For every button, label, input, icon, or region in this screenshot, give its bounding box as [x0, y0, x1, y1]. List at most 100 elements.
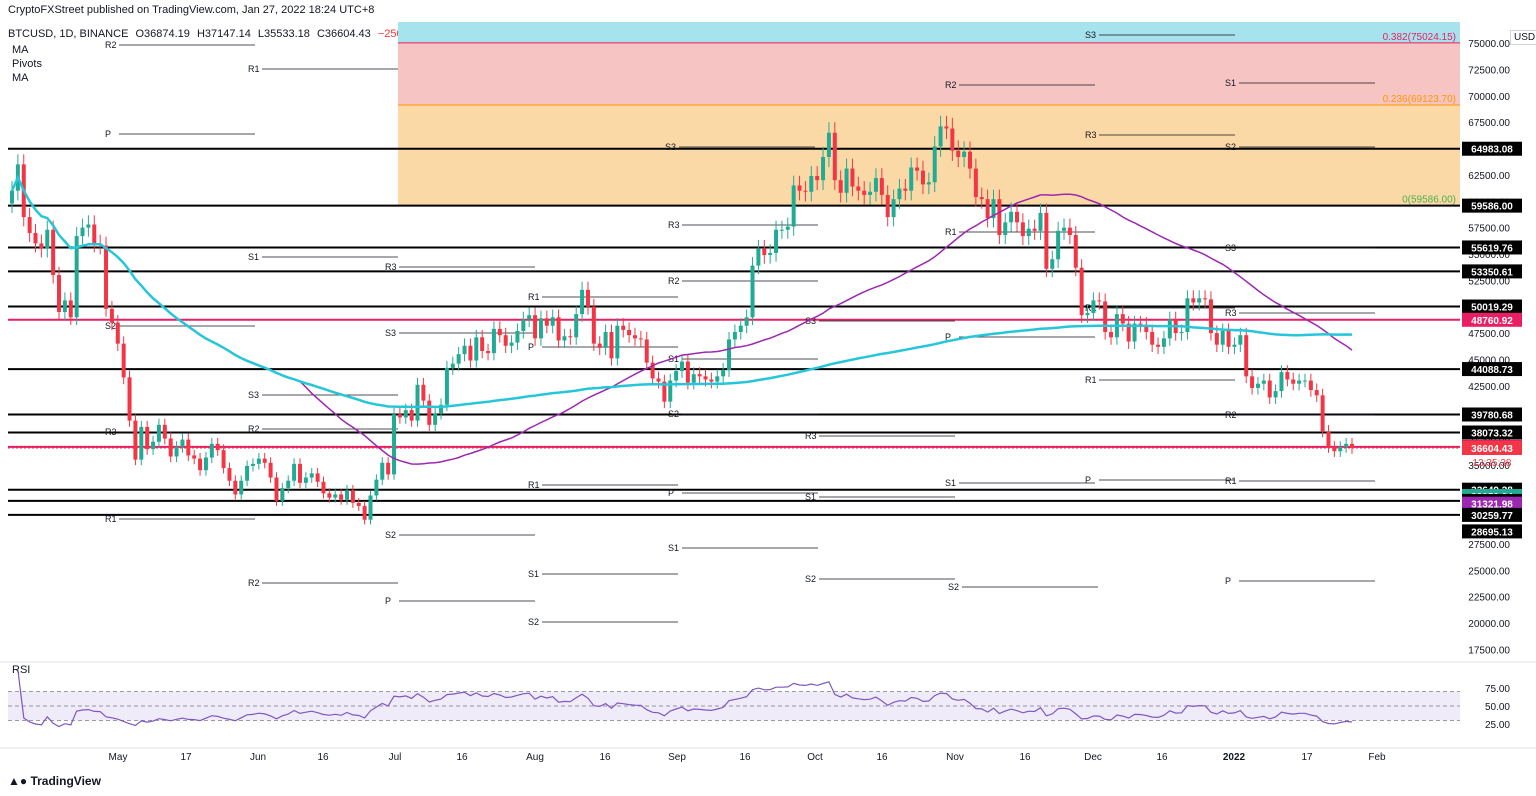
- candle-body: [868, 191, 873, 195]
- candle-body: [1332, 446, 1337, 452]
- pivot-label: P: [528, 342, 534, 352]
- candle-body: [303, 477, 308, 483]
- candle-body: [491, 328, 496, 354]
- candle-body: [762, 248, 767, 256]
- candle-body: [991, 199, 996, 219]
- candle-body: [768, 252, 773, 256]
- y-tick-label: 45000.00: [1468, 355, 1510, 366]
- pivot-label: S2: [805, 574, 816, 584]
- pivot-label: R1: [1085, 375, 1097, 385]
- candle-body: [1161, 338, 1166, 347]
- legend-pivots[interactable]: Pivots: [12, 58, 42, 70]
- x-tick-label: 17: [1301, 752, 1313, 763]
- candle-body: [444, 367, 449, 405]
- candle-body: [727, 339, 732, 370]
- candle-body: [697, 374, 702, 377]
- candle-body: [938, 126, 943, 147]
- candle-body: [427, 400, 432, 425]
- candle-body: [832, 132, 837, 181]
- candle-body: [1191, 298, 1196, 303]
- candle-body: [1238, 335, 1243, 345]
- currency-button[interactable]: USD: [1510, 30, 1536, 45]
- price-label-box: [1462, 240, 1522, 255]
- candle-body: [1032, 228, 1037, 231]
- low-value: L35533.18: [257, 28, 310, 40]
- candle-body: [421, 384, 426, 401]
- legend-ma-2[interactable]: MA: [12, 72, 29, 84]
- pivot-label: S1: [668, 354, 679, 364]
- pivot-label: R2: [248, 578, 260, 588]
- candle-body: [997, 199, 1002, 236]
- candle-body: [1232, 344, 1237, 347]
- pivot-label: R1: [945, 227, 957, 237]
- candle-body: [1267, 380, 1272, 398]
- y-tick-label: 55000.00: [1468, 250, 1510, 261]
- price-label-text: 38073.32: [1471, 428, 1513, 439]
- x-tick-label: 16: [456, 752, 468, 763]
- candle-body: [538, 318, 543, 339]
- candle-body: [932, 146, 937, 183]
- price-label-text: 64983.08: [1471, 145, 1513, 156]
- fib-zone-mid: [398, 42, 1460, 106]
- price-label-box: [1462, 198, 1522, 213]
- symbol-name[interactable]: BTCUSD, 1D, BINANCE: [8, 28, 129, 40]
- y-tick-label: 22500.00: [1468, 593, 1510, 604]
- x-tick-label: 16: [739, 752, 751, 763]
- candle-body: [1344, 443, 1349, 447]
- tradingview-logo[interactable]: ▲● TradingView: [8, 774, 101, 788]
- pivot-label: R1: [528, 292, 540, 302]
- candle-body: [1326, 431, 1331, 447]
- candle-body: [521, 319, 526, 331]
- candle-body: [1291, 379, 1296, 384]
- candle-body: [1120, 314, 1125, 324]
- legend-ma-1[interactable]: MA: [12, 44, 29, 56]
- candle-body: [1320, 395, 1325, 432]
- x-tick-label: Jul: [389, 752, 402, 763]
- candle-body: [256, 458, 261, 464]
- candle-body: [280, 488, 285, 501]
- candle-body: [556, 317, 561, 341]
- candle-body: [403, 410, 408, 418]
- x-tick-label: Nov: [946, 752, 964, 763]
- pivot-label: R2: [1225, 410, 1237, 420]
- price-label-text: 36604.43: [1471, 444, 1513, 455]
- rsi-tick-label: 50.00: [1485, 702, 1510, 713]
- candle-body: [920, 170, 925, 185]
- pivot-label: S1: [668, 543, 679, 553]
- candle-body: [115, 322, 120, 344]
- candle-body: [309, 473, 314, 478]
- candle-body: [368, 495, 373, 520]
- pivot-label: R1: [1225, 476, 1237, 486]
- candle-body: [27, 217, 32, 233]
- candle-body: [591, 306, 596, 344]
- pivot-label: R1: [528, 480, 540, 490]
- candle-body: [297, 463, 302, 483]
- candle-body: [533, 315, 538, 339]
- candle-body: [1085, 313, 1090, 316]
- candle-body: [1314, 390, 1319, 396]
- price-label-text: 28695.13: [1471, 527, 1513, 538]
- candle-body: [1273, 391, 1278, 398]
- candle-body: [915, 167, 920, 171]
- x-tick-label: 16: [599, 752, 611, 763]
- pivot-label: S3: [1225, 243, 1236, 253]
- candle-body: [891, 199, 896, 218]
- candle-body: [1156, 344, 1161, 347]
- pivot-label: S2: [528, 617, 539, 627]
- candle-body: [86, 224, 91, 228]
- countdown-label: 13:35:38: [1473, 458, 1512, 469]
- y-tick-label: 70000.00: [1468, 92, 1510, 103]
- candle-body: [433, 413, 438, 425]
- price-label-box: [1462, 141, 1522, 156]
- candle-body: [562, 336, 567, 341]
- candle-body: [703, 376, 708, 380]
- candle-body: [215, 443, 220, 451]
- y-tick-label: 62500.00: [1468, 171, 1510, 182]
- pivot-label: R3: [1085, 130, 1097, 140]
- candle-body: [174, 446, 179, 457]
- candle-body: [550, 317, 555, 326]
- pivot-label: R2: [105, 40, 117, 50]
- candle-body: [750, 265, 755, 318]
- candle-body: [62, 300, 67, 312]
